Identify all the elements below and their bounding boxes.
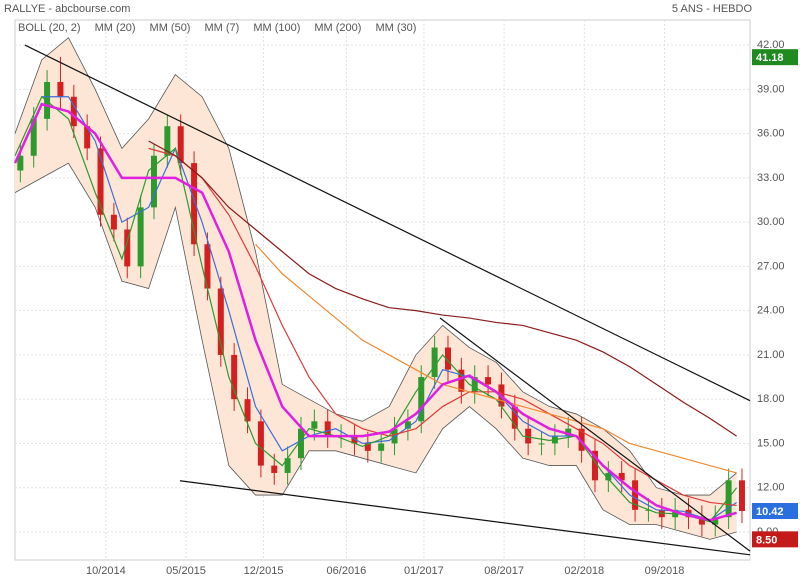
candle-body [578,428,585,451]
price-badge [752,503,798,520]
bollinger-band [15,37,737,540]
candle-body [418,377,425,422]
legend-entry: MM (200) [314,22,361,34]
candle-body [471,377,478,392]
candle-body [297,428,304,459]
candle-body [311,421,318,429]
x-tick-label: 12/2015 [244,565,284,577]
candle-body [645,509,652,511]
x-tick-label: 02/2018 [564,565,604,577]
legend-entry: MM (30) [375,22,416,34]
candle-body [244,399,251,422]
plot-frame [14,19,751,561]
candle-body [84,126,91,149]
legend-entry: BOLL (20, 2) [18,22,81,34]
bollinger-lower [14,162,737,540]
y-tick-label: 36.00 [757,128,785,140]
x-tick-label: 01/2017 [404,565,444,577]
moving-average [148,147,737,507]
candle-body [137,207,144,267]
candle-body [404,421,411,429]
candle-body [177,126,184,164]
legend-entry: MM (100) [253,22,300,34]
legend-entry: MM (7) [204,22,239,34]
chart-subtitle: 5 ANS - HEBDO [672,3,753,15]
candle-body [124,229,131,267]
chart-title: RALLYE - abcbourse.com [4,3,130,15]
candle-body [97,148,104,215]
y-tick-label: 42.00 [757,39,785,51]
candle-body [525,428,532,444]
y-tick-label: 33.00 [757,172,785,184]
candle-body [511,406,518,429]
candle-body [70,96,77,127]
moving-average [41,96,737,521]
candle-body [538,443,545,445]
candle-body [271,465,278,473]
candle-body [364,443,371,451]
price-badge-label: 8.50 [756,534,777,546]
x-tick-label: 09/2018 [645,565,685,577]
y-tick-label: 39.00 [757,83,785,95]
y-tick-label: 24.00 [757,305,785,317]
candle-body [378,443,385,451]
candle-body [565,428,572,437]
candle-body [150,155,157,208]
candle-body [712,517,719,525]
y-tick-label: 30.00 [757,216,785,228]
x-tick-label: 08/2017 [484,565,524,577]
moving-average [14,95,738,523]
y-tick-label: 15.00 [757,437,785,449]
trendline [439,317,751,552]
trendline [179,480,751,556]
price-badge-label: 10.42 [756,506,784,518]
trendline [24,44,751,402]
x-tick-label: 10/2014 [86,565,126,577]
x-tick-label: 06/2016 [327,565,367,577]
candle-body [164,126,171,156]
candle-body [605,472,612,481]
price-badge [752,49,798,66]
bollinger-upper [14,37,737,496]
x-tick-label: 05/2015 [166,565,206,577]
candle-body [57,81,64,97]
candle-body [618,472,625,481]
candle-body [217,288,224,355]
candle-body [284,458,291,473]
candle-body [110,214,117,230]
price-badge-label: 41.18 [756,52,784,64]
y-tick-label: 27.00 [757,260,785,272]
candle-body [431,347,438,378]
moving-average [13,102,737,522]
y-tick-label: 18.00 [757,393,785,405]
candle-body [324,421,331,437]
y-tick-label: 12.00 [757,482,785,494]
candle-body [591,450,598,481]
candle-body [204,244,211,289]
candle-body [738,480,745,512]
candle-body [444,347,451,370]
candle-body [351,436,358,444]
moving-average [255,243,737,474]
price-badge [752,531,798,548]
candle-body [485,377,492,385]
y-tick-label: 21.00 [757,349,785,361]
candle-body [458,369,465,392]
candle-body [191,163,198,245]
candle-body [257,421,264,466]
candle-body [30,118,37,156]
candle-body [698,517,705,525]
candle-body [632,480,639,510]
candle-body [231,354,238,400]
moving-average [148,140,737,437]
candle-body [17,155,24,171]
legend-entry: MM (50) [150,22,191,34]
legend-entry: MM (20) [95,22,136,34]
